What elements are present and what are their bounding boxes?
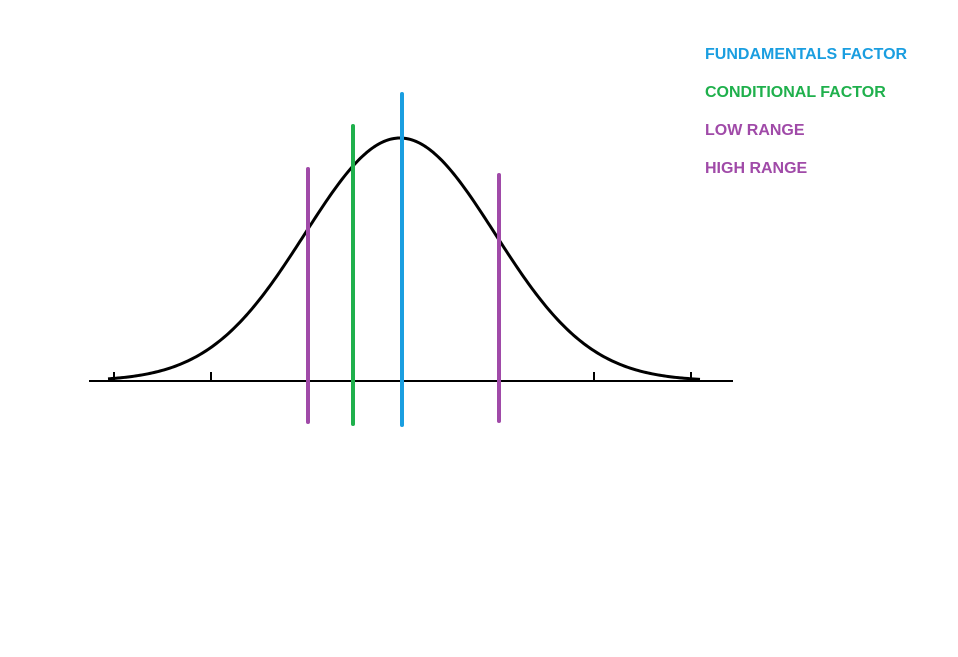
legend-item-low-range: LOW RANGE — [705, 122, 805, 139]
legend-item-conditional-factor: CONDITIONAL FACTOR — [705, 84, 886, 101]
legend-item-fundamentals-factor: FUNDAMENTALS FACTOR — [705, 46, 908, 63]
legend: FUNDAMENTALS FACTOR CONDITIONAL FACTOR L… — [705, 45, 907, 197]
legend-item-high-range: HIGH RANGE — [705, 160, 808, 177]
